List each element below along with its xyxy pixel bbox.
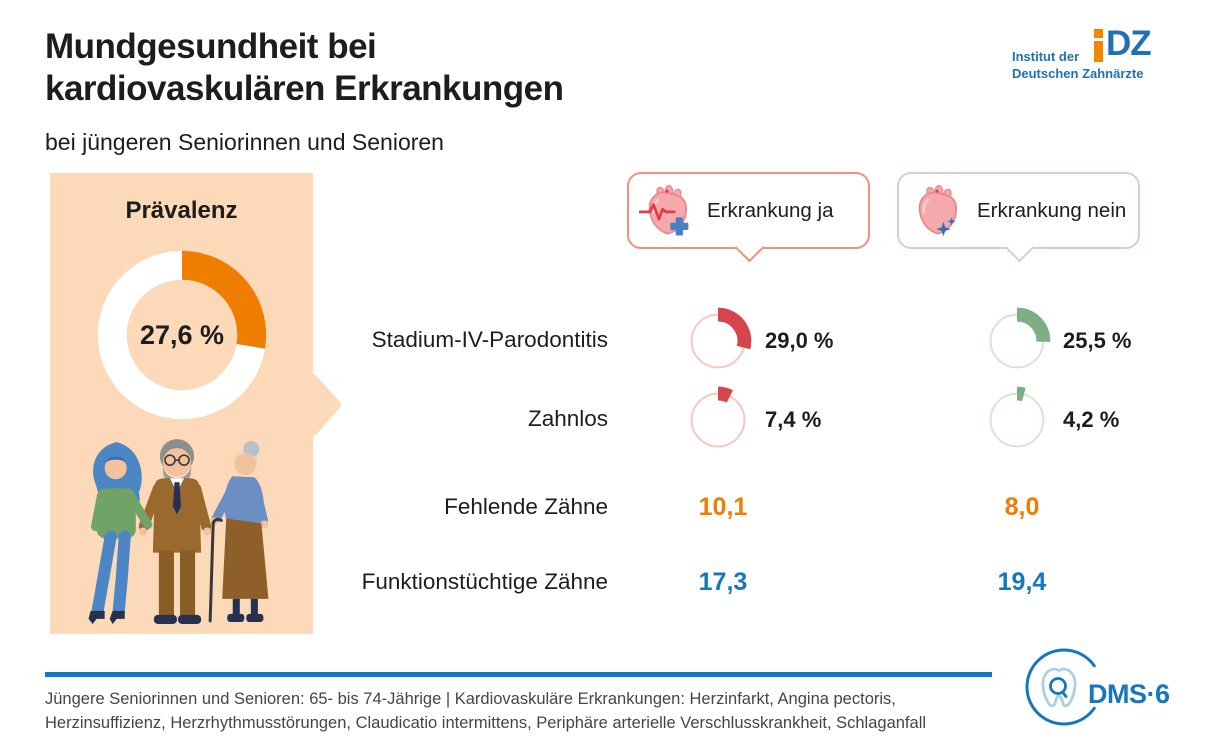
man-figure [138, 439, 212, 624]
sparkle-icon [936, 221, 951, 236]
idz-letters: DZ [1106, 24, 1152, 63]
idz-i-mark-icon [1094, 29, 1103, 62]
hijab-woman-figure [88, 442, 153, 624]
value-parodontitis-ja: 29,0 % [765, 328, 834, 353]
footnote-line2: Herzinsuffizienz, Herzrhythmusstörungen,… [45, 714, 927, 732]
value-zahnlos-nein: 4,2 % [1063, 407, 1120, 432]
donut-zahnlos-nein [984, 386, 1050, 453]
prevalence-panel: Prävalenz 27,6 % [50, 173, 313, 634]
donut-parodontitis-nein [984, 307, 1051, 374]
dms6-brand: DMS·6 [1088, 679, 1170, 709]
page-title: Mundgesundheit bei kardiovaskulären Erkr… [45, 26, 564, 110]
value-funktion-ja: 17,3 [698, 568, 748, 596]
row-label-funktionstuechtige-zaehne: Funktionstüchtige Zähne [361, 569, 608, 594]
footnote: Jüngere Seniorinnen und Senioren: 65- bi… [45, 687, 975, 735]
idz-text-line1: Institut der [1012, 49, 1080, 64]
value-zahnlos-ja: 7,4 % [765, 407, 822, 432]
row-label-fehlende-zaehne: Fehlende Zähne [444, 494, 608, 519]
group-label-ja: Erkrankung ja [707, 198, 834, 222]
value-funktion-nein: 19,4 [997, 568, 1047, 596]
footer-divider [45, 672, 992, 677]
value-parodontitis-nein: 25,5 % [1063, 328, 1132, 353]
row-label-zahnlos: Zahnlos [527, 406, 608, 431]
prevalence-value: 27,6 % [139, 319, 225, 350]
page-title-line2: kardiovaskulären Erkrankungen [45, 69, 564, 108]
group-bubble-erkrankung-nein: Erkrankung nein [897, 172, 1140, 249]
row-label-parodontitis: Stadium-IV-Parodontitis [371, 327, 608, 352]
donut-parodontitis-ja [685, 307, 752, 374]
group-label-nein: Erkrankung nein [977, 198, 1127, 222]
idz-text-line2: Deutschen Zahnärzte [1012, 66, 1144, 81]
group-bubble-erkrankung-ja: Erkrankung ja [627, 172, 870, 249]
panel-pointer [311, 374, 341, 436]
value-fehlende-ja: 10,1 [698, 493, 748, 521]
elderly-woman-figure [208, 441, 269, 623]
heart-disease-icon [639, 184, 689, 235]
prevalence-title: Prävalenz [125, 197, 238, 224]
dms6-tooth-icon [1025, 648, 1096, 726]
page-title-line1: Mundgesundheit bei [45, 27, 377, 66]
heart-healthy-icon [918, 184, 958, 236]
donut-zahnlos-ja [685, 386, 751, 453]
seniors-illustration [88, 439, 269, 624]
footnote-line1: Jüngere Seniorinnen und Senioren: 65- bi… [45, 690, 896, 708]
value-fehlende-nein: 8,0 [1004, 493, 1040, 521]
page-subtitle: bei jüngeren Seniorinnen und Senioren [45, 129, 444, 155]
sparkle-icon [947, 216, 956, 225]
prevalence-donut-chart: 27,6 % [97, 250, 267, 420]
idz-logo: DZ [1094, 24, 1152, 63]
